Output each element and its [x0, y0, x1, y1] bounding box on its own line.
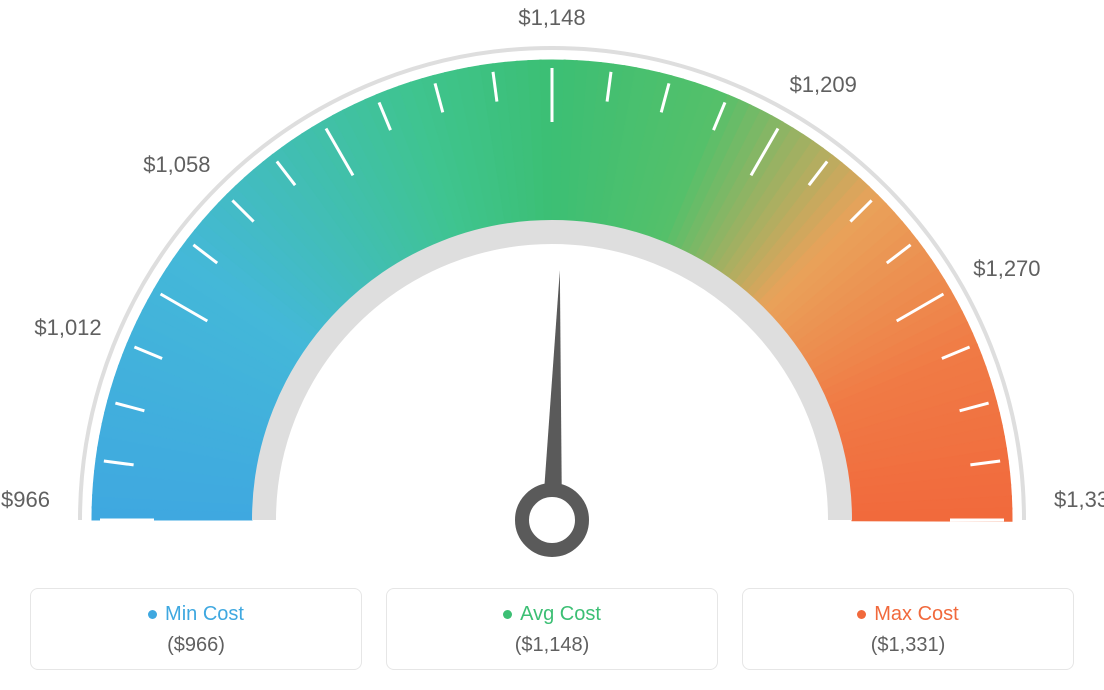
- gauge-tick-label: $1,209: [790, 72, 857, 98]
- dot-icon: [857, 610, 866, 619]
- gauge-tick-label: $1,331: [1054, 487, 1104, 513]
- legend-label: Avg Cost: [520, 603, 601, 626]
- legend-value: ($1,148): [397, 634, 707, 657]
- gauge-tick-label: $1,270: [973, 256, 1040, 282]
- legend-label: Min Cost: [165, 603, 244, 626]
- legend-title-max: Max Cost: [857, 603, 958, 626]
- legend-card-max: Max Cost ($1,331): [742, 588, 1074, 670]
- gauge-tick-label: $1,012: [34, 315, 101, 341]
- gauge-tick-label: $966: [1, 487, 50, 513]
- legend-label: Max Cost: [874, 603, 958, 626]
- legend-card-min: Min Cost ($966): [30, 588, 362, 670]
- legend-title-avg: Avg Cost: [503, 603, 601, 626]
- gauge-tick-label: $1,148: [518, 5, 585, 31]
- legend-value: ($966): [41, 634, 351, 657]
- gauge-area: $966 $1,012 $1,058 $1,148 $1,209 $1,270 $1,331: [0, 0, 1104, 570]
- dot-icon: [503, 610, 512, 619]
- legend-row: Min Cost ($966) Avg Cost ($1,148) Max Co…: [30, 588, 1074, 670]
- legend-card-avg: Avg Cost ($1,148): [386, 588, 718, 670]
- gauge-tick-label: $1,058: [143, 152, 210, 178]
- legend-title-min: Min Cost: [148, 603, 244, 626]
- gauge-svg: [0, 0, 1104, 570]
- gauge-chart-container: $966 $1,012 $1,058 $1,148 $1,209 $1,270 $1,331…: [0, 0, 1104, 690]
- legend-value: ($1,331): [753, 634, 1063, 657]
- dot-icon: [148, 610, 157, 619]
